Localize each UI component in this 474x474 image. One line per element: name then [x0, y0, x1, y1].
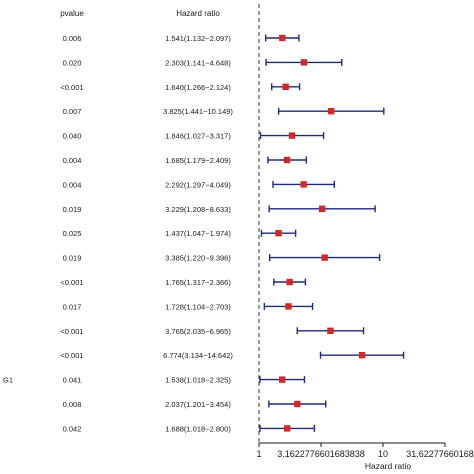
hazard-ratio-cell: 3.825(1.441−10.149)	[163, 107, 233, 116]
forest-row: 0.019 3.229(1.208−8.633)	[63, 205, 376, 214]
hazard-ratio-point	[279, 34, 286, 42]
forest-row: 0.025 1.437(1.047−1.974)	[63, 229, 297, 238]
hazard-ratio-point	[294, 400, 301, 408]
hazard-ratio-point	[288, 132, 296, 139]
hazard-ratio-cell: 6.774(3.134−14.642)	[163, 351, 233, 360]
forest-row: <0.001 3.765(2.035−6.965)	[60, 327, 365, 336]
forest-row: 0.017 1.728(1.104−2.703)	[63, 302, 314, 311]
hazard-ratio-cell: 1.541(1.132−2.097)	[165, 34, 231, 43]
hazard-ratio-point	[327, 327, 334, 334]
pvalue-cell: <0.001	[60, 351, 83, 360]
hazard-ratio-point	[283, 156, 291, 164]
hazard-ratio-point	[321, 254, 328, 261]
pvalue-cell: 0.040	[63, 132, 82, 141]
row-label: G1	[3, 376, 13, 385]
pvalue-cell: 0.017	[63, 302, 82, 311]
pvalue-column-header: pvalue	[60, 9, 84, 18]
hazard-ratio-cell: 3.229(1.208−8.633)	[165, 205, 231, 214]
pvalue-cell: 0.019	[63, 205, 82, 214]
hazard-ratio-cell: 2.303(1.141−4.648)	[165, 58, 231, 67]
hazard-ratio-cell: 1.846(1.027−3.317)	[165, 132, 231, 141]
hazard-ratio-point	[286, 278, 293, 286]
hazard-ratio-cell: 1.437(1.047−1.974)	[165, 229, 231, 238]
x-axis-tick-label: 3.1622776601683838	[277, 449, 365, 459]
forest-row: 0.042 1.688(1.018−2.800)	[63, 424, 316, 433]
pvalue-cell: 0.019	[63, 254, 82, 263]
hazard-ratio-point	[328, 108, 335, 115]
pvalue-cell: 0.006	[63, 34, 82, 43]
pvalue-cell: 0.008	[63, 400, 82, 409]
hazard-ratio-cell: 2.292(1.297−4.049)	[165, 180, 231, 189]
hazard-ratio-point	[358, 352, 366, 359]
forest-rows: 0.006 1.541(1.132−2.097) 0.020 2.303(1.141−…	[3, 34, 405, 433]
x-axis-tick-label: 31.6227766016838	[406, 449, 474, 459]
forest-row: <0.001 1.640(1.266−2.124)	[60, 83, 301, 92]
forest-row: 0.006 1.541(1.132−2.097)	[63, 34, 300, 43]
pvalue-cell: 0.007	[63, 107, 82, 116]
forest-row: G1 0.041 1.538(1.018−2.325)	[3, 376, 306, 385]
pvalue-cell: 0.020	[63, 58, 82, 67]
hazard-ratio-cell: 1.688(1.018−2.800)	[165, 424, 231, 433]
x-axis-tick-label: 1	[256, 449, 261, 459]
hazard-ratio-column-header: Hazard ratio	[176, 9, 220, 18]
forest-row: <0.001 6.774(3.134−14.642)	[60, 351, 405, 360]
hazard-ratio-cell: 1.728(1.104−2.703)	[165, 302, 231, 311]
x-axis: 1 3.1622776601683838 10 31.6227766016838	[256, 442, 474, 459]
hazard-ratio-point	[318, 205, 326, 212]
pvalue-cell: 0.041	[63, 376, 82, 385]
forest-row: <0.001 1.765(1.317−2.366)	[60, 278, 307, 287]
pvalue-cell: 0.025	[63, 229, 82, 238]
pvalue-cell: <0.001	[60, 278, 83, 287]
hazard-ratio-cell: 1.765(1.317−2.366)	[165, 278, 231, 287]
forest-row: 0.008 2.037(1.201−3.454)	[63, 400, 327, 409]
forest-row: 0.040 1.846(1.027−3.317)	[63, 132, 325, 141]
hazard-ratio-point	[285, 303, 292, 310]
forest-row: 0.004 1.685(1.179−2.409)	[63, 156, 308, 165]
hazard-ratio-point	[278, 376, 286, 383]
forest-row: 0.007 3.825(1.441−10.149)	[63, 107, 385, 116]
x-axis-tick-label: 10	[378, 449, 388, 459]
pvalue-cell: 0.004	[63, 180, 82, 189]
forest-row: 0.020 2.303(1.141−4.648)	[63, 58, 343, 67]
hazard-ratio-cell: 1.538(1.018−2.325)	[165, 376, 231, 385]
hazard-ratio-cell: 3.385(1.220−9.396)	[165, 254, 231, 263]
hazard-ratio-point	[300, 181, 307, 188]
hazard-ratio-cell: 1.685(1.179−2.409)	[165, 156, 231, 165]
pvalue-cell: 0.004	[63, 156, 82, 165]
hazard-ratio-cell: 2.037(1.201−3.454)	[165, 400, 231, 409]
pvalue-cell: <0.001	[60, 83, 83, 92]
pvalue-cell: 0.042	[63, 424, 82, 433]
forest-row: 0.019 3.385(1.220−9.396)	[63, 254, 381, 263]
hazard-ratio-point	[275, 230, 282, 237]
pvalue-cell: <0.001	[60, 327, 83, 336]
x-axis-title: Hazard ratio	[365, 461, 412, 471]
hazard-ratio-point	[300, 59, 308, 66]
hazard-ratio-point	[283, 425, 291, 432]
hazard-ratio-cell: 1.640(1.266−2.124)	[165, 83, 231, 92]
forest-row: 0.004 2.292(1.297−4.049)	[63, 180, 336, 189]
hazard-ratio-point	[282, 83, 289, 90]
hazard-ratio-cell: 3.765(2.035−6.965)	[165, 327, 231, 336]
